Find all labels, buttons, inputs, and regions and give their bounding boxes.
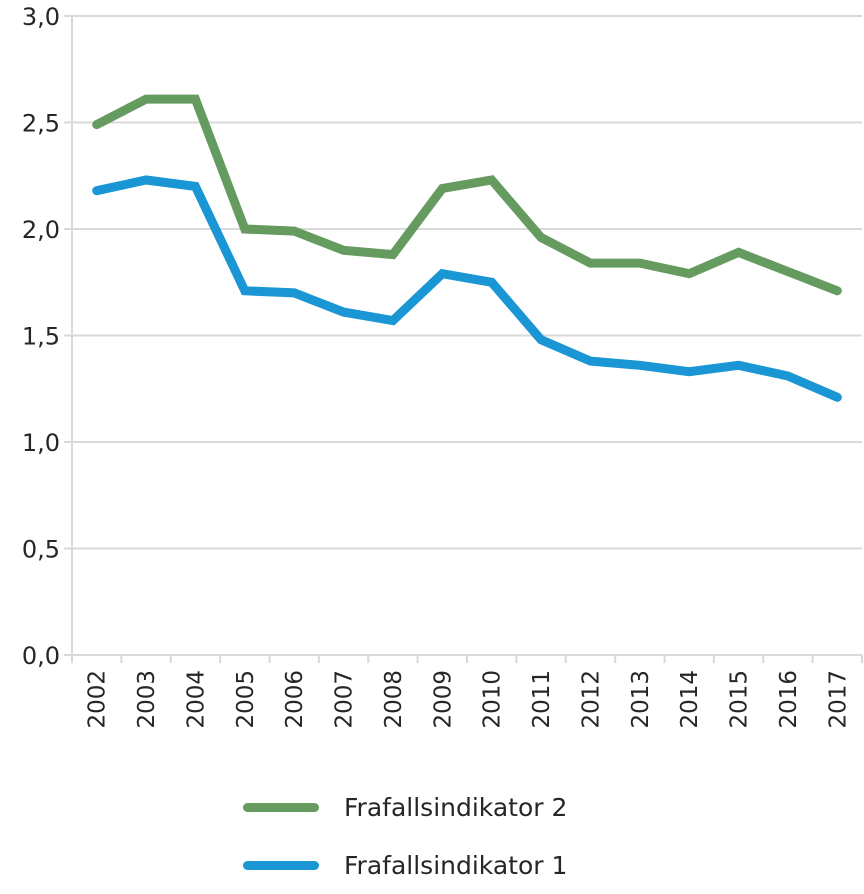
- x-tick-label: 2007: [332, 670, 358, 729]
- legend-item-series-2[interactable]: Frafallsindikator 2: [243, 778, 567, 836]
- legend-label-series-1: Frafallsindikator 1: [344, 850, 568, 880]
- y-tick-label: 0,0: [22, 642, 60, 670]
- legend-swatch-series-1: [243, 860, 319, 870]
- x-tick-label: 2006: [282, 670, 308, 729]
- legend: Frafallsindikator 2 Frafallsindikator 1: [243, 778, 567, 894]
- x-tick-label: 2002: [85, 670, 111, 729]
- x-tick-label: 2017: [825, 670, 851, 729]
- x-tick-label: 2005: [233, 670, 259, 729]
- y-tick-label: 3,0: [22, 3, 60, 31]
- x-tick-label: 2008: [381, 670, 407, 729]
- x-tick-label: 2015: [727, 670, 753, 729]
- x-axis-tick-labels: 2002 2003 2004 2005 2006 2007 2008 2009 2010 2011…: [85, 670, 852, 729]
- x-tick-label: 2016: [776, 670, 802, 729]
- series-line-frafallsindikator-1: [92, 175, 842, 402]
- y-tick-label: 1,5: [22, 323, 60, 351]
- y-tick-label: 2,0: [22, 216, 60, 244]
- gridlines: [64, 15, 862, 550]
- x-tick-label: 2014: [677, 670, 703, 729]
- y-tick-label: 0,5: [22, 536, 60, 564]
- series-line-frafallsindikator-2: [92, 94, 842, 296]
- legend-item-series-1[interactable]: Frafallsindikator 1: [243, 836, 567, 894]
- x-tick-label: 2009: [430, 670, 456, 729]
- x-tick-label: 2013: [628, 670, 654, 729]
- x-tick-label: 2003: [134, 670, 160, 729]
- legend-swatch-series-2: [243, 802, 319, 812]
- x-tick-label: 2011: [529, 670, 555, 729]
- y-tick-label: 2,5: [22, 110, 60, 138]
- y-axis-tick-labels: 0,0 0,5 1,0 1,5 2,0 2,5 3,0: [22, 3, 60, 670]
- y-tick-label: 1,0: [22, 429, 60, 457]
- series-lines: [92, 94, 842, 402]
- x-tick-label: 2004: [183, 670, 209, 729]
- legend-label-series-2: Frafallsindikator 2: [344, 792, 568, 822]
- x-tick-label: 2012: [578, 670, 604, 729]
- axes: [64, 16, 863, 663]
- x-tick-label: 2010: [480, 670, 506, 729]
